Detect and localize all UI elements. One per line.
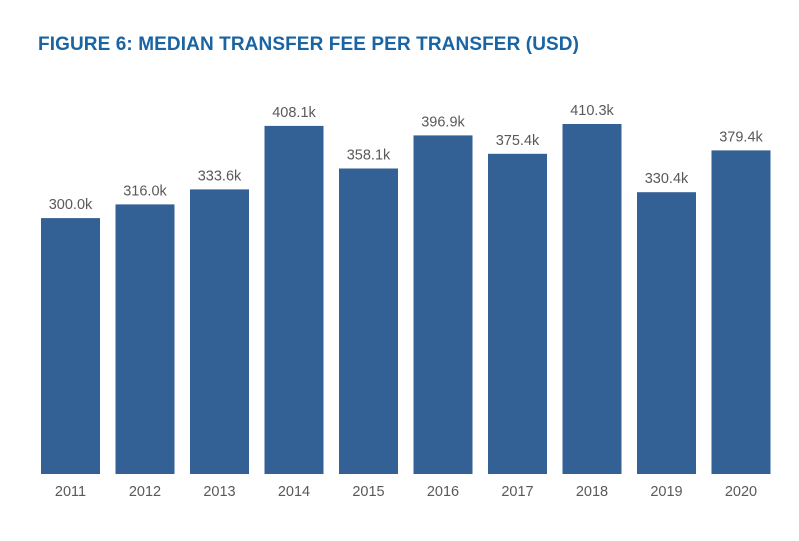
- value-labels-group: 300.0k 316.0k 333.6k 408.1k 358.1k 396.9k 375.…: [49, 103, 764, 213]
- value-label-2017: 375.4k: [496, 133, 540, 149]
- bar-2015: [339, 168, 398, 474]
- chart-title: FIGURE 6: MEDIAN TRANSFER FEE PER TRANSF…: [38, 34, 580, 55]
- x-tick-label-2015: 2015: [352, 484, 384, 500]
- value-label-2018: 410.3k: [570, 103, 614, 119]
- bar-2020: [711, 150, 771, 474]
- value-label-2014: 408.1k: [272, 105, 316, 121]
- x-tick-label-2013: 2013: [203, 484, 235, 500]
- value-label-2013: 333.6k: [198, 168, 242, 184]
- value-label-2019: 330.4k: [645, 171, 689, 187]
- value-label-2020: 379.4k: [719, 129, 763, 145]
- bar-2012: [115, 204, 175, 474]
- x-tick-label-2016: 2016: [427, 484, 459, 500]
- x-tick-label-2020: 2020: [725, 484, 757, 500]
- x-tick-label-2019: 2019: [650, 484, 682, 500]
- value-label-2016: 396.9k: [421, 114, 465, 130]
- bar-2016: [413, 135, 473, 474]
- bar-2014: [264, 125, 324, 475]
- value-label-2012: 316.0k: [123, 183, 167, 199]
- bar-2011: [41, 218, 100, 474]
- x-tick-label-2012: 2012: [129, 484, 161, 500]
- bar-2018: [562, 124, 622, 474]
- bars-group: [41, 124, 771, 475]
- x-tick-label-2018: 2018: [576, 484, 608, 500]
- x-tick-label-2014: 2014: [278, 484, 310, 500]
- bar-2013: [190, 189, 249, 474]
- bar-2019: [637, 192, 696, 474]
- bar-2017: [488, 153, 547, 475]
- value-label-2011: 300.0k: [49, 197, 93, 213]
- x-axis-ticks-group: 2011 2012 2013 2014 2015 2016 2017 2018 2019 2020: [55, 484, 757, 500]
- x-tick-label-2011: 2011: [55, 484, 86, 500]
- x-tick-label-2017: 2017: [501, 484, 533, 500]
- value-label-2015: 358.1k: [347, 148, 391, 164]
